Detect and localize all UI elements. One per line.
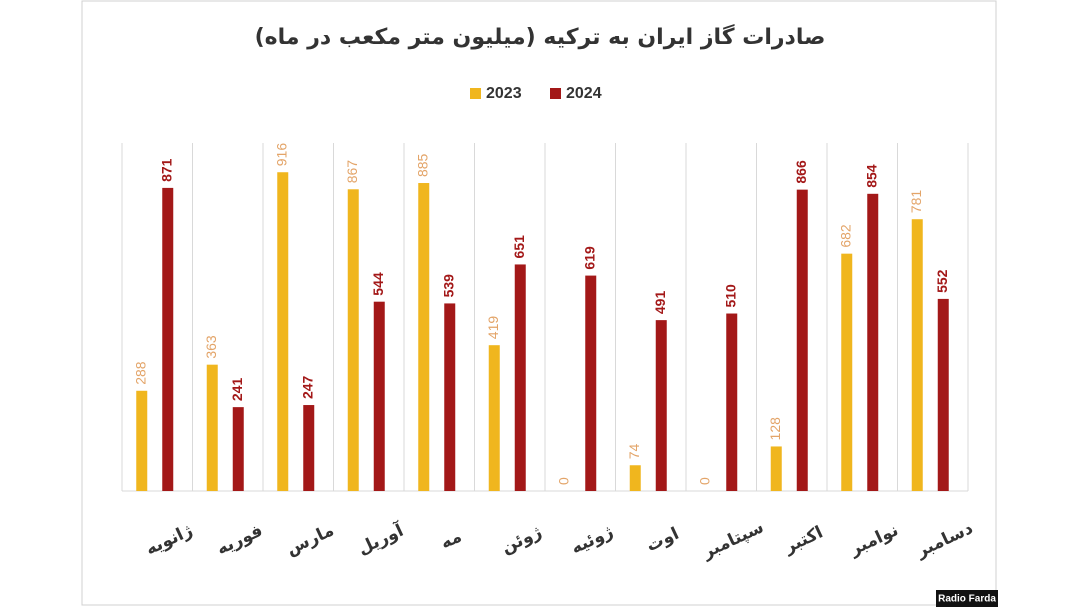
bar [277, 172, 289, 491]
data-label: 781 [908, 190, 924, 214]
data-label: 74 [626, 443, 642, 459]
credit-box [936, 590, 998, 607]
bar [655, 320, 667, 491]
data-label: 867 [344, 160, 360, 184]
bar [303, 405, 315, 491]
bar [206, 364, 218, 491]
data-label: 288 [132, 361, 148, 385]
data-label: 247 [299, 375, 315, 399]
bar [726, 313, 738, 491]
data-label: 854 [863, 164, 879, 188]
bar [162, 187, 174, 491]
chart-frame [81, 0, 997, 606]
data-label: 885 [414, 153, 430, 177]
legend-label: 2023 [486, 85, 522, 102]
credit: Radio Farda [938, 594, 996, 605]
data-label: 510 [722, 284, 738, 308]
bar [136, 390, 148, 491]
data-label: 419 [485, 316, 501, 340]
bar [488, 345, 500, 491]
data-label: 128 [767, 417, 783, 441]
data-label: 552 [934, 269, 950, 293]
data-label: 539 [440, 274, 456, 298]
data-label: 491 [652, 291, 668, 315]
bar [796, 189, 808, 491]
data-label: 363 [203, 335, 219, 359]
bar [418, 183, 430, 491]
bar [444, 303, 456, 491]
data-label: 916 [273, 143, 289, 167]
bar [629, 465, 641, 491]
bar [373, 301, 385, 491]
bar [770, 446, 782, 491]
bar [841, 253, 853, 491]
bar [514, 264, 526, 491]
bar [867, 193, 879, 492]
data-label: 0 [555, 477, 571, 485]
data-label: 619 [581, 246, 597, 270]
data-label: 871 [158, 158, 174, 182]
data-label: 651 [511, 235, 527, 259]
legend-swatch [470, 88, 481, 99]
bar [232, 407, 244, 491]
chart-title: صادرات گاز ایران به ترکیه (میلیون متر مک… [255, 23, 826, 50]
legend-swatch [550, 88, 561, 99]
data-label: 0 [696, 477, 712, 485]
bar [585, 275, 597, 491]
data-label: 544 [370, 272, 386, 296]
data-label: 241 [229, 378, 245, 402]
data-label: 682 [837, 224, 853, 248]
bar [911, 219, 923, 491]
legend-label: 2024 [566, 85, 602, 102]
data-label: 866 [793, 160, 809, 184]
bar [347, 189, 359, 491]
bar [937, 298, 949, 491]
